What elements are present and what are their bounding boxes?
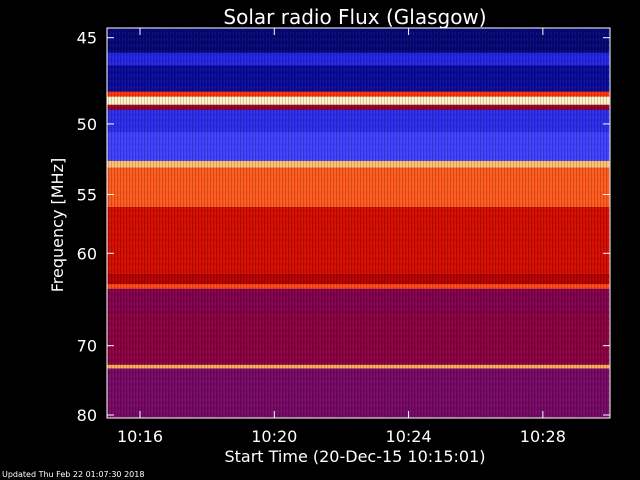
x-axis-label: Start Time (20-Dec-15 10:15:01) bbox=[224, 447, 485, 466]
y-tick-label: 55 bbox=[77, 185, 97, 204]
plot-frame bbox=[106, 27, 611, 419]
x-axis: 10:16 10:20 10:24 10:28 bbox=[117, 28, 566, 446]
heatmap-texture bbox=[107, 28, 610, 418]
y-tick-label: 60 bbox=[77, 244, 97, 263]
x-tick-label: 10:16 bbox=[117, 427, 163, 446]
y-tick-label: 50 bbox=[77, 115, 97, 134]
x-tick-label: 10:20 bbox=[251, 427, 297, 446]
updated-timestamp: Updated Thu Feb 22 01:07:30 2018 bbox=[2, 470, 145, 479]
chart-title: Solar radio Flux (Glasgow) bbox=[223, 5, 486, 29]
y-tick-label: 70 bbox=[77, 337, 97, 356]
x-tick-label: 10:28 bbox=[520, 427, 566, 446]
x-tick-label: 10:24 bbox=[386, 427, 432, 446]
y-tick-label: 80 bbox=[77, 406, 97, 425]
y-tick-label: 45 bbox=[77, 29, 97, 48]
y-axis: 45 50 55 60 70 80 bbox=[77, 29, 610, 425]
y-axis-label: Frequency [MHz] bbox=[48, 158, 67, 292]
